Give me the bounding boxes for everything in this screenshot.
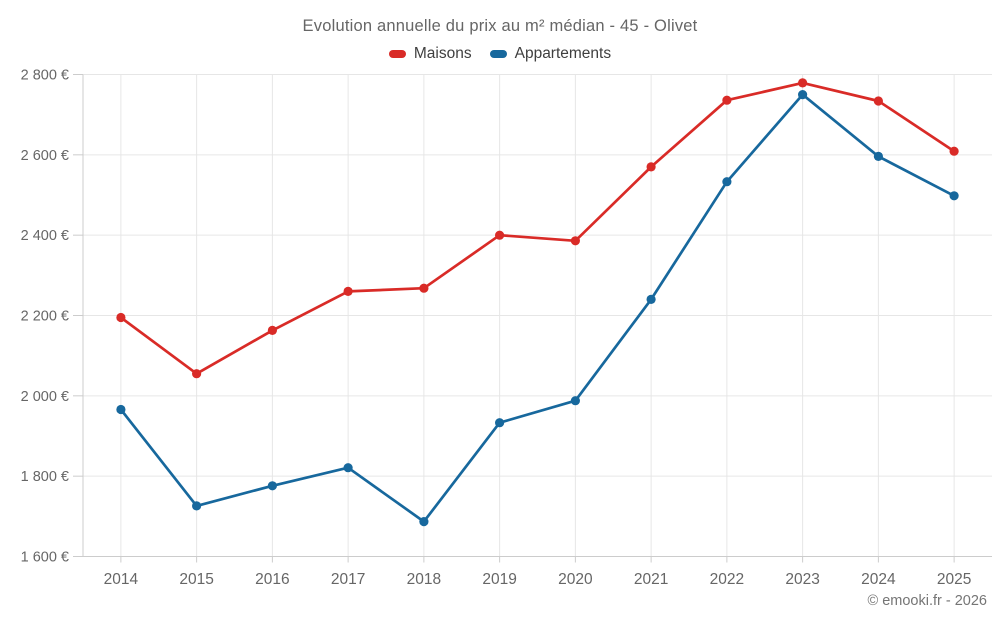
data-point-appartements-2021[interactable] <box>646 294 656 304</box>
maisons-series-swatch-icon <box>388 50 406 58</box>
data-point-appartements-2022[interactable] <box>722 177 732 187</box>
data-point-appartements-2017[interactable] <box>343 463 353 473</box>
data-point-maisons-2025[interactable] <box>949 146 959 156</box>
y-axis-label: 2 000 € <box>21 389 69 405</box>
data-point-appartements-2014[interactable] <box>116 404 126 415</box>
legend-item-appartements[interactable]: Appartements <box>489 45 612 63</box>
x-axis-label: 2014 <box>104 571 139 588</box>
data-point-maisons-2014[interactable] <box>116 312 126 323</box>
data-point-appartements-2023[interactable] <box>798 90 808 100</box>
x-axis-label: 2022 <box>710 571 744 588</box>
x-axis-label: 2017 <box>331 571 365 588</box>
y-axis-label: 2 200 € <box>21 309 69 325</box>
x-axis-label: 2023 <box>785 571 819 588</box>
appartements-series-swatch-icon <box>489 50 507 58</box>
series-line-appartements <box>119 93 956 523</box>
y-axis-label: 2 400 € <box>21 228 69 244</box>
y-axis-label: 1 800 € <box>21 469 69 485</box>
data-point-appartements-2019[interactable] <box>495 418 505 428</box>
data-point-maisons-2024[interactable] <box>873 96 884 106</box>
data-point-maisons-2021[interactable] <box>646 162 656 172</box>
data-point-maisons-2015[interactable] <box>192 369 202 379</box>
x-axis-label: 2021 <box>634 571 668 588</box>
data-point-appartements-2020[interactable] <box>570 396 581 406</box>
y-axis-label: 1 600 € <box>21 550 69 566</box>
data-point-appartements-2025[interactable] <box>949 191 959 201</box>
data-point-appartements-2015[interactable] <box>192 501 202 511</box>
y-axis-label: 2 800 € <box>21 68 69 84</box>
copyright-text: © emooki.fr - 2026 <box>867 593 987 609</box>
chart-title: Evolution annuelle du prix au m² médian … <box>302 17 698 35</box>
data-point-maisons-2017[interactable] <box>343 286 353 296</box>
data-point-maisons-2023[interactable] <box>798 78 808 88</box>
x-axis-label: 2016 <box>255 571 289 588</box>
x-axis-label: 2024 <box>861 571 896 588</box>
data-point-appartements-2024[interactable] <box>873 151 884 161</box>
legend-label-maisons: Maisons <box>413 45 472 62</box>
data-point-maisons-2018[interactable] <box>419 283 429 293</box>
y-axis-label: 2 600 € <box>21 148 69 164</box>
x-axis-label: 2019 <box>482 571 516 588</box>
data-point-maisons-2020[interactable] <box>570 236 581 246</box>
series-line-maisons <box>119 81 956 376</box>
x-axis-label: 2018 <box>407 571 441 588</box>
chart-legend: Maisons Appartements <box>0 45 1000 63</box>
x-axis-label: 2025 <box>937 571 971 588</box>
data-point-appartements-2016[interactable] <box>267 481 277 491</box>
data-point-maisons-2016[interactable] <box>267 325 277 335</box>
x-axis-label: 2020 <box>558 571 593 588</box>
x-axis-label: 2015 <box>179 571 213 588</box>
legend-label-appartements: Appartements <box>514 45 612 62</box>
data-point-maisons-2019[interactable] <box>495 230 505 240</box>
data-point-maisons-2022[interactable] <box>722 95 732 105</box>
data-point-appartements-2018[interactable] <box>419 517 429 527</box>
legend-item-maisons[interactable]: Maisons <box>388 45 472 63</box>
